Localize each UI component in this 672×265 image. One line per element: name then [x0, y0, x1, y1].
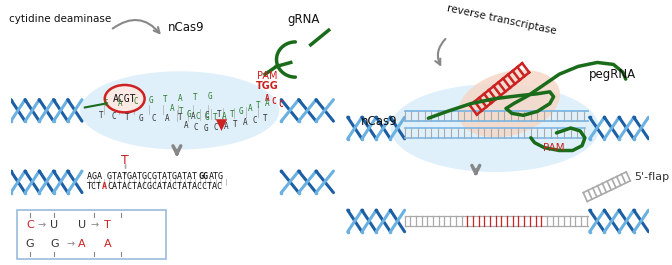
Text: T: T — [230, 110, 235, 119]
Text: G: G — [239, 107, 243, 116]
Text: C: C — [271, 97, 276, 106]
Text: T: T — [104, 220, 111, 230]
Text: ATG: ATG — [208, 173, 224, 182]
Text: →: → — [90, 220, 98, 230]
Text: A: A — [118, 99, 123, 108]
Text: nCas9: nCas9 — [168, 21, 205, 34]
Text: C: C — [204, 111, 209, 120]
Text: C: C — [151, 114, 156, 123]
Text: ACGT: ACGT — [113, 94, 136, 104]
Text: nCas9: nCas9 — [361, 115, 397, 128]
Text: →: → — [67, 240, 75, 249]
Text: T: T — [256, 101, 261, 110]
Text: C: C — [253, 116, 257, 125]
Text: A: A — [178, 94, 183, 103]
Text: C: C — [196, 112, 200, 121]
Text: G: G — [204, 123, 208, 132]
Text: T: T — [121, 154, 128, 167]
Text: T: T — [177, 113, 182, 122]
Text: 5'-flap: 5'-flap — [634, 172, 669, 182]
Text: A: A — [265, 99, 269, 108]
Text: G: G — [187, 110, 192, 119]
Text: A: A — [265, 94, 269, 103]
Polygon shape — [216, 119, 227, 131]
Text: A: A — [243, 118, 248, 127]
Text: G: G — [208, 92, 212, 101]
Text: A: A — [191, 112, 196, 121]
Text: A: A — [222, 112, 226, 121]
Text: U: U — [78, 220, 86, 230]
Text: A: A — [170, 104, 175, 113]
Text: reverse transcriptase: reverse transcriptase — [446, 3, 557, 36]
Text: C: C — [214, 122, 218, 131]
Text: C: C — [194, 122, 198, 131]
Text: T: T — [193, 93, 198, 102]
Text: T: T — [233, 120, 238, 129]
Text: AGA GTATGATGCGTATGATAT: AGA GTATGATGCGTATGATAT — [87, 173, 197, 182]
Text: T: T — [99, 111, 103, 120]
Text: T: T — [125, 113, 130, 122]
Text: T: T — [163, 95, 168, 104]
Text: →: → — [37, 220, 45, 230]
Ellipse shape — [80, 71, 280, 149]
Text: A: A — [102, 182, 107, 191]
Ellipse shape — [105, 85, 144, 112]
Text: gRNA: gRNA — [287, 13, 319, 26]
Text: A: A — [78, 240, 86, 249]
Text: A: A — [247, 104, 252, 113]
Ellipse shape — [458, 70, 560, 137]
Text: PAM: PAM — [257, 71, 278, 81]
Text: TCT: TCT — [87, 182, 101, 191]
Text: T: T — [263, 114, 267, 123]
Text: A: A — [165, 114, 169, 123]
Text: A: A — [224, 122, 228, 131]
Text: CATACTACGCATACTATACCTAC: CATACTACGCATACTATACCTAC — [107, 182, 222, 191]
Text: G: G — [50, 240, 58, 249]
Text: G: G — [103, 99, 108, 108]
Text: C: C — [26, 220, 34, 230]
Text: GG: GG — [198, 173, 208, 182]
Text: T: T — [217, 110, 222, 119]
Text: A: A — [103, 240, 112, 249]
Text: G: G — [204, 113, 209, 122]
Text: C: C — [133, 97, 138, 106]
FancyArrowPatch shape — [472, 165, 480, 173]
FancyArrowPatch shape — [173, 146, 181, 154]
Text: C: C — [112, 112, 116, 121]
Text: PAM: PAM — [543, 143, 564, 153]
Text: C: C — [278, 100, 283, 109]
Text: pegRNA: pegRNA — [589, 68, 636, 81]
FancyBboxPatch shape — [17, 210, 167, 259]
Text: A: A — [184, 121, 189, 130]
Text: T: T — [213, 113, 218, 122]
Text: TGG: TGG — [255, 81, 278, 91]
Text: U: U — [50, 220, 58, 230]
Text: G: G — [26, 240, 34, 249]
Text: T: T — [179, 107, 183, 116]
FancyArrowPatch shape — [113, 20, 159, 33]
Text: G: G — [148, 96, 153, 105]
Text: G: G — [138, 114, 143, 123]
FancyArrowPatch shape — [435, 39, 446, 65]
Ellipse shape — [390, 84, 599, 172]
Text: cytidine deaminase: cytidine deaminase — [9, 14, 112, 24]
